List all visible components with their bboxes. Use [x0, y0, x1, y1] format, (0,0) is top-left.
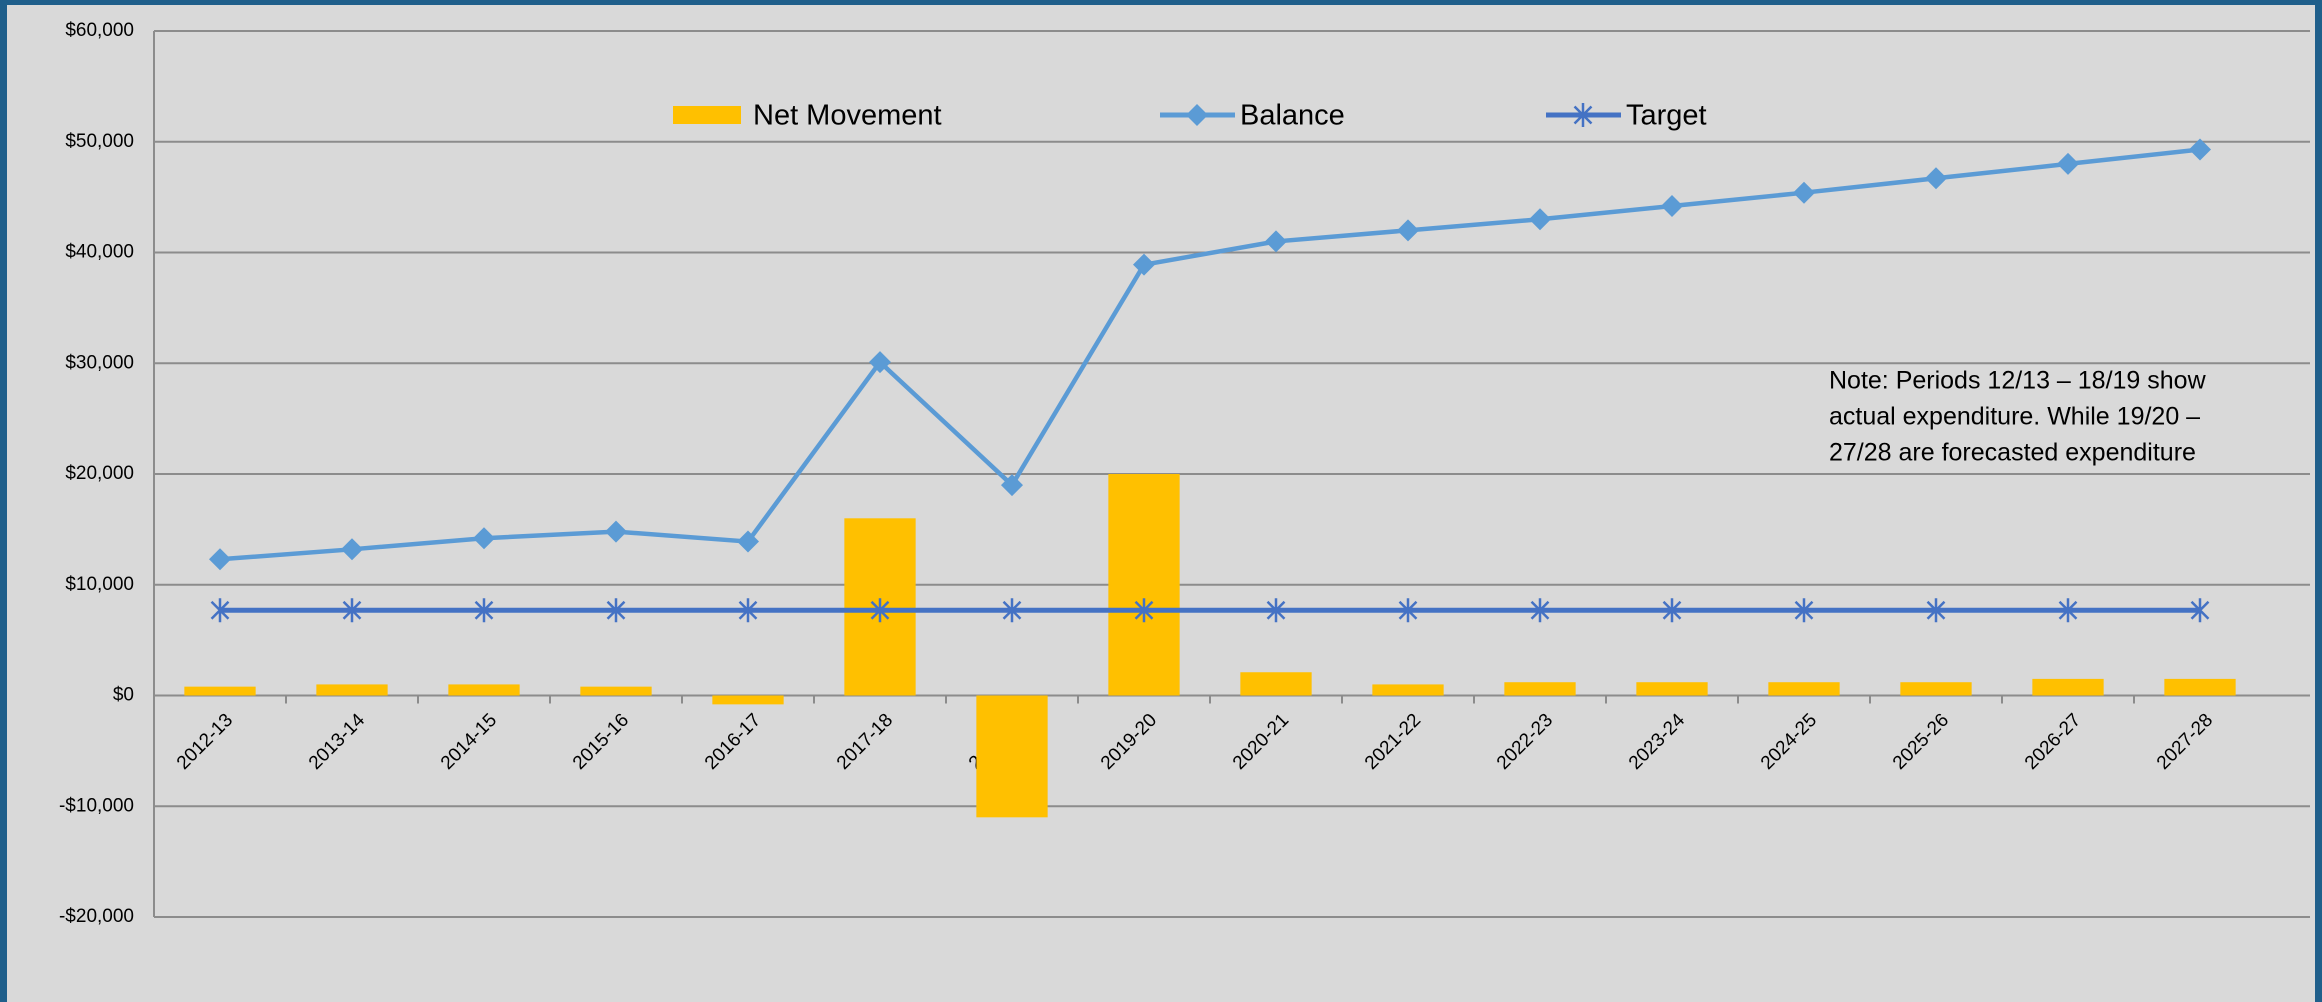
- bar: [712, 695, 784, 705]
- target-marker: [1398, 598, 1418, 623]
- bar: [316, 684, 388, 696]
- y-tick-label: -$10,000: [59, 795, 134, 816]
- balance-marker: [1001, 474, 1023, 497]
- target-marker: [1794, 598, 1814, 623]
- bar: [1504, 682, 1576, 696]
- bar: [2032, 678, 2104, 696]
- balance-marker: [1133, 253, 1155, 276]
- y-tick-label: $0: [113, 685, 134, 706]
- balance-marker: [2189, 138, 2211, 161]
- legend-label: Target: [1626, 100, 1707, 132]
- balance-marker: [737, 530, 759, 553]
- target-marker: [2190, 598, 2210, 623]
- bar: [1240, 672, 1312, 696]
- target-marker: [342, 598, 362, 623]
- target-marker: [738, 598, 758, 623]
- balance-marker: [1265, 230, 1287, 253]
- y-tick-label: $60,000: [65, 20, 134, 41]
- balance-marker: [1661, 194, 1683, 217]
- bar: [1108, 474, 1180, 696]
- target-marker: [606, 598, 626, 623]
- bar: [1900, 682, 1972, 696]
- target-marker: [1134, 598, 1154, 623]
- y-tick-label: $30,000: [65, 352, 134, 373]
- y-tick-label: $20,000: [65, 463, 134, 484]
- balance-marker: [1397, 219, 1419, 242]
- bar: [1768, 682, 1840, 696]
- note: actual expenditure. While 19/20 –: [1829, 403, 2200, 431]
- y-tick-label: -$20,000: [59, 906, 134, 927]
- target-marker: [1662, 598, 1682, 623]
- note: 27/28 are forecasted expenditure: [1829, 439, 2196, 467]
- legend-swatch: [673, 106, 741, 124]
- target-marker: [1002, 598, 1022, 623]
- y-tick-label: $40,000: [65, 242, 134, 263]
- line: [219, 147, 2201, 562]
- target-marker: [1266, 598, 1286, 623]
- bar: [184, 686, 256, 696]
- legend-label: Net Movement: [753, 100, 942, 132]
- balance-marker: [1793, 181, 1815, 204]
- target-marker: [210, 598, 230, 623]
- target-marker: [474, 598, 494, 623]
- balance-marker: [473, 527, 495, 550]
- balance-marker: [605, 520, 627, 543]
- bar: [448, 684, 520, 696]
- legend-marker: [1573, 103, 1593, 127]
- bar: [2164, 678, 2236, 696]
- target-marker: [1926, 598, 1946, 623]
- bar: [1372, 684, 1444, 696]
- balance-marker: [869, 351, 891, 374]
- y-tick-label: $10,000: [65, 574, 134, 595]
- balance-marker: [341, 538, 363, 561]
- balance-marker: [1529, 208, 1551, 231]
- balance-marker: [209, 548, 231, 571]
- balance-marker: [2057, 152, 2079, 175]
- legend-marker: [1186, 104, 1208, 126]
- target-marker: [870, 598, 890, 623]
- balance-marker: [1925, 167, 1947, 190]
- bar: [580, 686, 652, 696]
- y-tick-label: $50,000: [65, 131, 134, 152]
- target-marker: [2058, 598, 2078, 623]
- bar: [1636, 682, 1708, 696]
- target-marker: [1530, 598, 1550, 623]
- note: Note: Periods 12/13 – 18/19 show: [1829, 367, 2207, 395]
- bar: [976, 695, 1048, 818]
- legend-label: Balance: [1240, 100, 1345, 132]
